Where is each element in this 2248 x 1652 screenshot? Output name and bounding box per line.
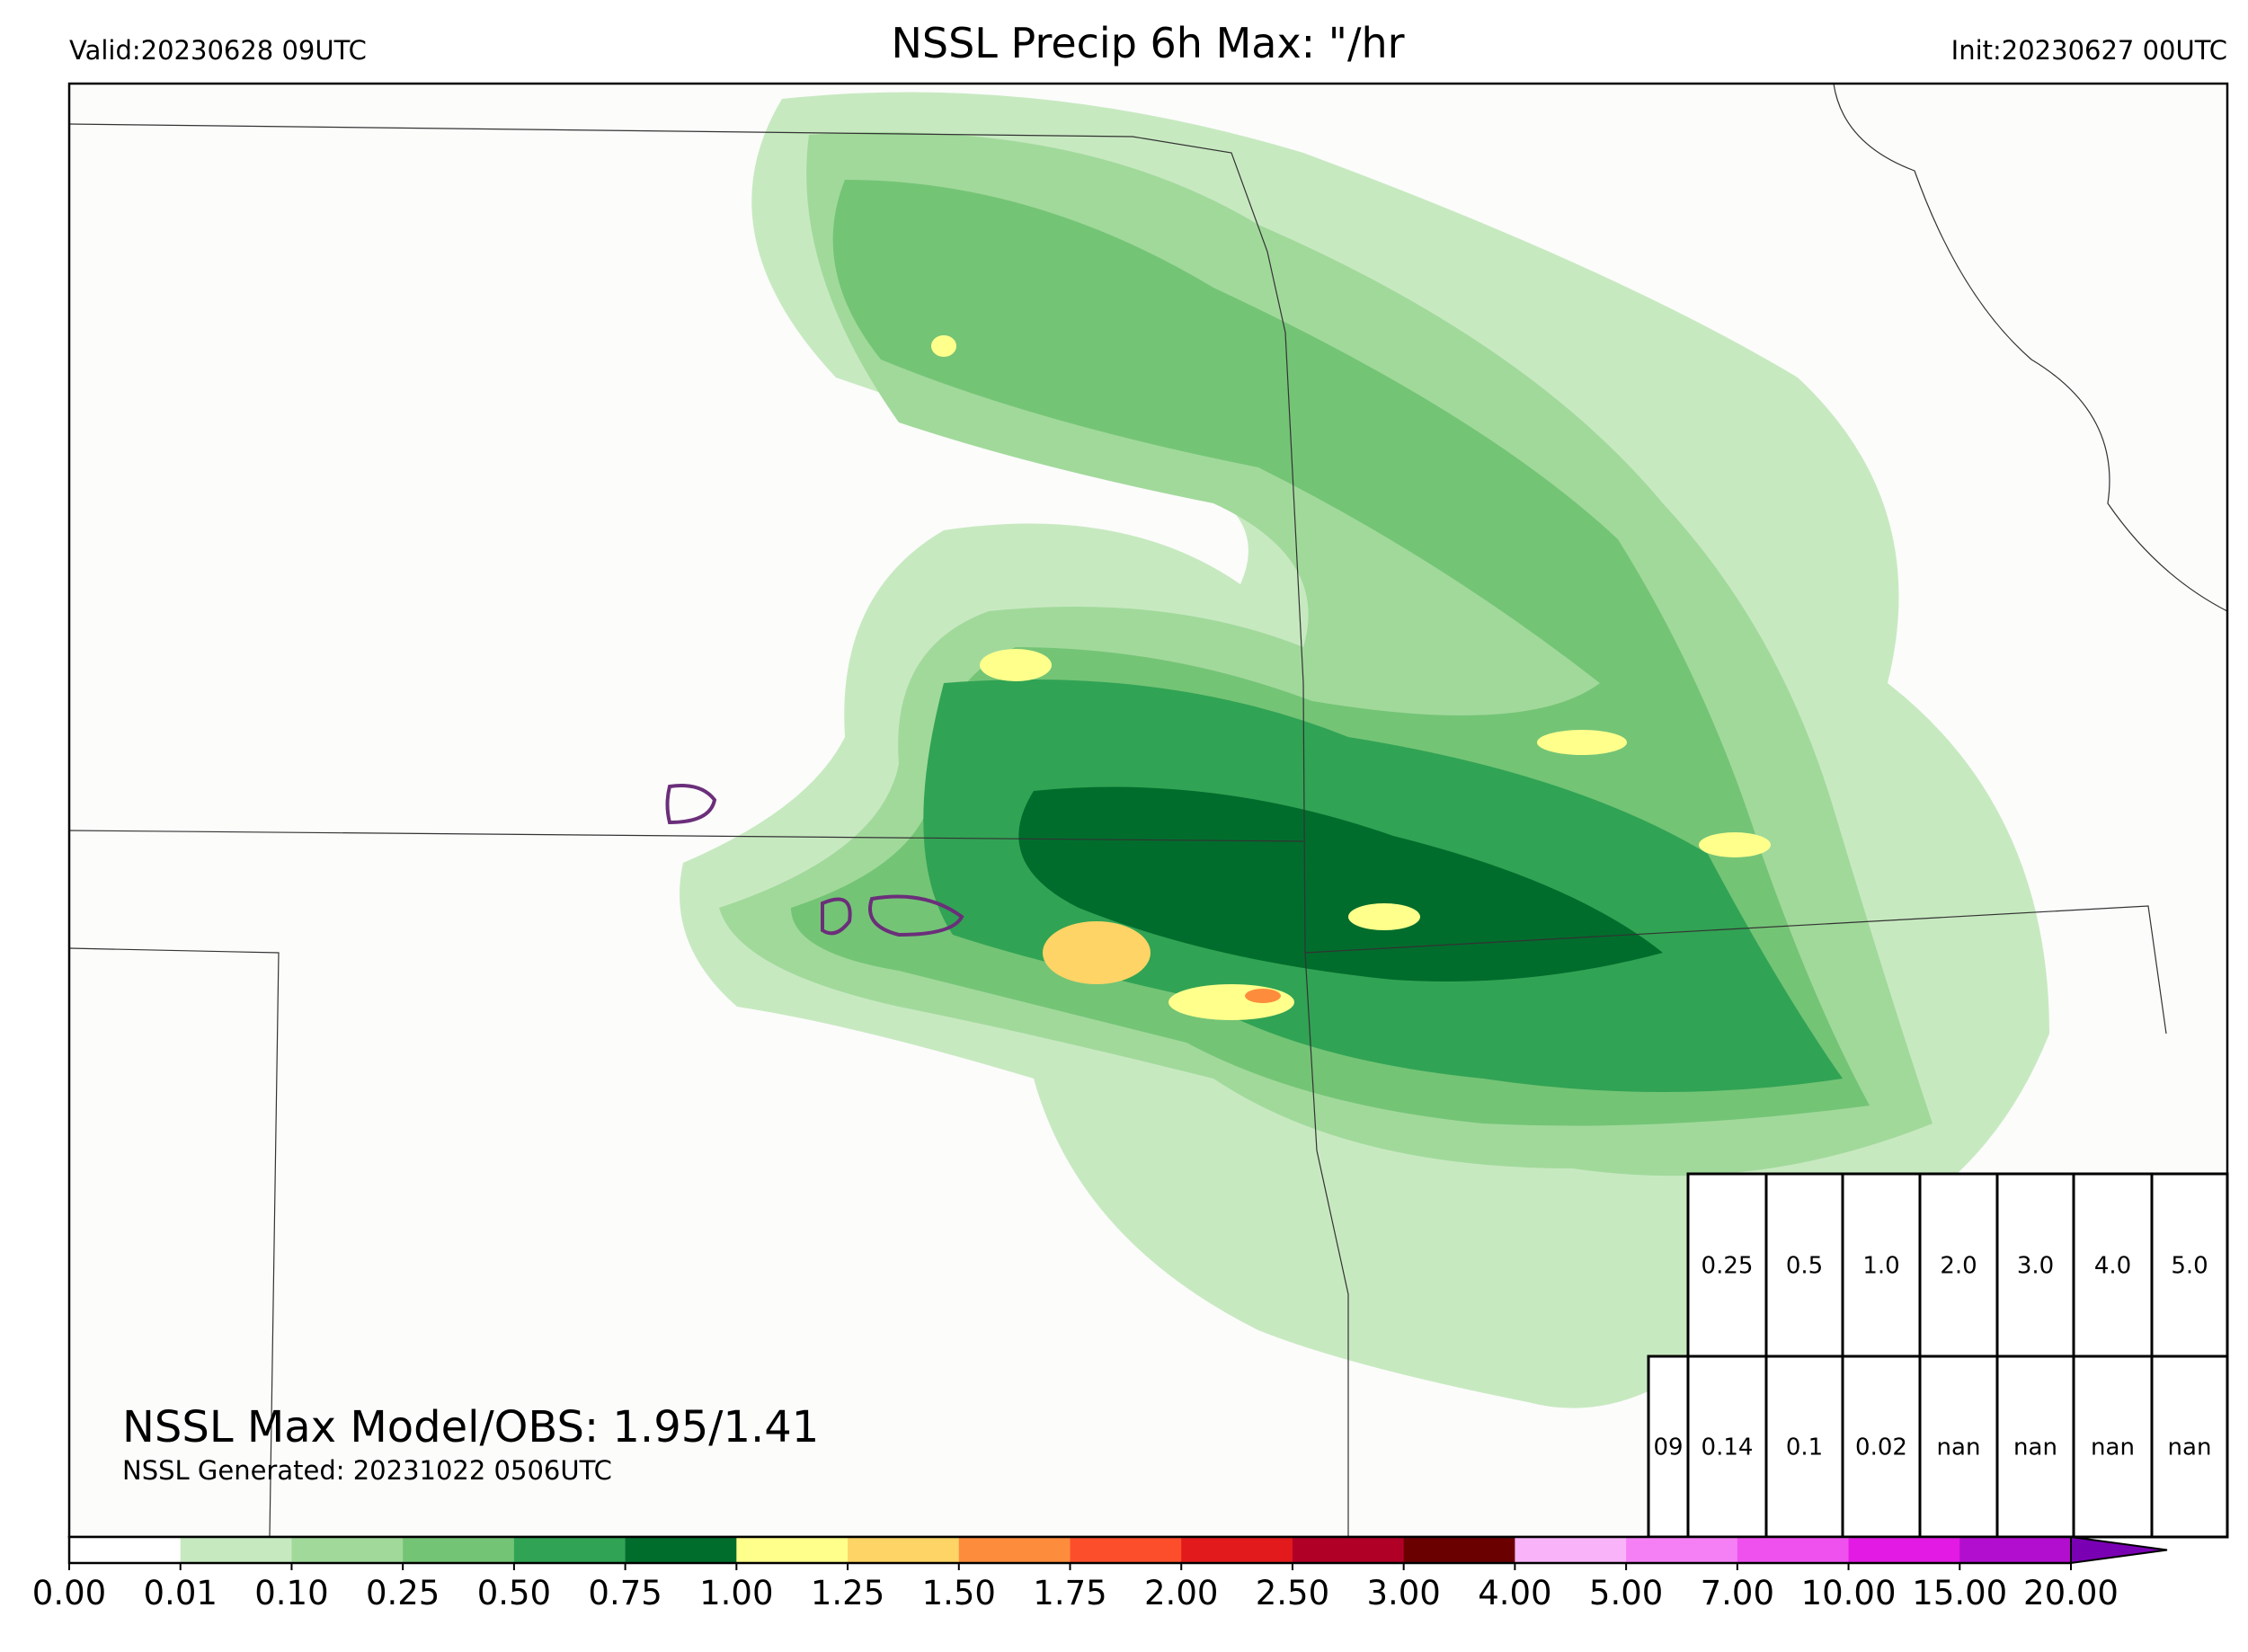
- table-cell: [1686, 1172, 1768, 1358]
- table-text: 0.5: [1786, 1253, 1823, 1280]
- colorbar-label: 0.10: [254, 1574, 328, 1612]
- colorbar-label: 1.50: [922, 1574, 996, 1612]
- colorbar-label: 2.50: [1256, 1574, 1329, 1612]
- table-text: 3.0: [2017, 1253, 2054, 1280]
- table-cell: [1764, 1172, 1844, 1358]
- precip-core: [1245, 989, 1281, 1003]
- colorbar-segment: [1848, 1537, 1960, 1563]
- colorbar-label: 0.25: [366, 1574, 440, 1612]
- colorbar-label: 1.75: [1033, 1574, 1106, 1612]
- precip-field: [680, 92, 2049, 1408]
- table-text: 09: [1653, 1434, 1683, 1461]
- colorbar-segment: [291, 1537, 404, 1563]
- border: [68, 947, 280, 1538]
- border: [68, 123, 1349, 1537]
- colorbar-extend: [2070, 1535, 2168, 1565]
- table-cell: [2072, 1354, 2154, 1539]
- generated-stamp: NSSL Generated: 20231022 0506UTC: [122, 1455, 612, 1486]
- max-stat: NSSL Max Model/OBS: 1.95/1.41: [122, 1402, 819, 1452]
- table-cell: [1995, 1354, 2075, 1539]
- table-cell: [1764, 1354, 1844, 1539]
- colorbar-label: 1.25: [811, 1574, 884, 1612]
- colorbar-segment: [1626, 1537, 1738, 1563]
- table-text: nan: [1937, 1434, 1981, 1461]
- precip-core: [1699, 832, 1771, 857]
- precip-core: [1168, 984, 1294, 1020]
- precip-core: [1537, 730, 1627, 755]
- precip-core: [1043, 921, 1151, 984]
- state-borders: [68, 83, 2228, 1538]
- colorbar-segment: [1403, 1537, 1515, 1563]
- table-text: 0.1: [1786, 1434, 1823, 1461]
- colorbar-segment: [403, 1537, 515, 1563]
- obs-contour: [821, 897, 852, 936]
- colorbar-label: 20.00: [2023, 1574, 2119, 1612]
- table-cell: [1995, 1172, 2075, 1358]
- colorbar-segment: [848, 1537, 960, 1563]
- colorbar-segment: [1959, 1537, 2072, 1563]
- colorbar: 0.00 0.01 0.10 0.25 0.50 0.75 1.00 1.25 1.50 1.75…: [32, 1535, 2168, 1612]
- table-text: 1.0: [1862, 1253, 1899, 1280]
- table-cell: [2150, 1354, 2229, 1539]
- table-text: 4.0: [2094, 1253, 2131, 1280]
- table-cell: [1686, 1354, 1768, 1539]
- obs-contour: [665, 784, 717, 825]
- table-cell: [1918, 1172, 1999, 1358]
- colorbar-segment: [1070, 1537, 1182, 1563]
- colorbar-label: 3.00: [1366, 1574, 1440, 1612]
- title: NSSL Precip 6h Max: "/hr: [891, 19, 1404, 67]
- map: [67, 82, 2229, 1539]
- precip-area: [1018, 786, 1663, 981]
- colorbar-label: 2.00: [1144, 1574, 1218, 1612]
- table-text: 2.0: [1940, 1253, 1977, 1280]
- colorbar-segment: [1737, 1537, 1850, 1563]
- colorbar-label: 10.00: [1801, 1574, 1897, 1612]
- precip-core: [931, 335, 956, 357]
- colorbar-segment: [625, 1537, 737, 1563]
- colorbar-label: 0.00: [32, 1574, 106, 1612]
- precip-core: [1348, 903, 1420, 930]
- obs-contours: [665, 784, 964, 937]
- border: [1833, 83, 2228, 612]
- colorbar-segment: [958, 1537, 1071, 1563]
- table-text: 5.0: [2171, 1253, 2208, 1280]
- colorbar-label: 0.50: [477, 1574, 551, 1612]
- init-time: Init:20230627 00UTC: [1951, 35, 2227, 66]
- colorbar-segment: [1292, 1537, 1405, 1563]
- colorbar-label: 5.00: [1589, 1574, 1663, 1612]
- colorbar-segment: [1515, 1537, 1627, 1563]
- table-cell: [2150, 1172, 2229, 1358]
- colorbar-segment: [69, 1537, 182, 1563]
- colorbar-segment: [1181, 1537, 1293, 1563]
- valid-time: Valid:20230628 09UTC: [69, 35, 367, 66]
- colorbar-segment: [513, 1537, 626, 1563]
- colorbar-label: 0.75: [588, 1574, 662, 1612]
- table-text: 0.25: [1702, 1253, 1754, 1280]
- precip-core: [980, 649, 1052, 681]
- table-text: nan: [2013, 1434, 2057, 1461]
- colorbar-segment: [180, 1537, 292, 1563]
- colorbar-label: 7.00: [1701, 1574, 1774, 1612]
- table-text: 0.02: [1855, 1434, 1907, 1461]
- colorbar-label: 1.00: [699, 1574, 773, 1612]
- border: [1304, 905, 2167, 1035]
- stats-table: 0.25 0.5 1.0 2.0 3.0 4.0 5.0 09 0.14 0.1 0.02 nan na…: [1647, 1172, 2229, 1539]
- obs-contour: [868, 894, 964, 937]
- table-text: nan: [2168, 1434, 2212, 1461]
- colorbar-label: 15.00: [1912, 1574, 2007, 1612]
- table-text: nan: [2091, 1434, 2135, 1461]
- colorbar-segment: [736, 1537, 849, 1563]
- colorbar-label: 0.01: [144, 1574, 218, 1612]
- border: [68, 830, 1304, 842]
- colorbar-label: 4.00: [1478, 1574, 1551, 1612]
- table-text: 0.14: [1702, 1434, 1754, 1461]
